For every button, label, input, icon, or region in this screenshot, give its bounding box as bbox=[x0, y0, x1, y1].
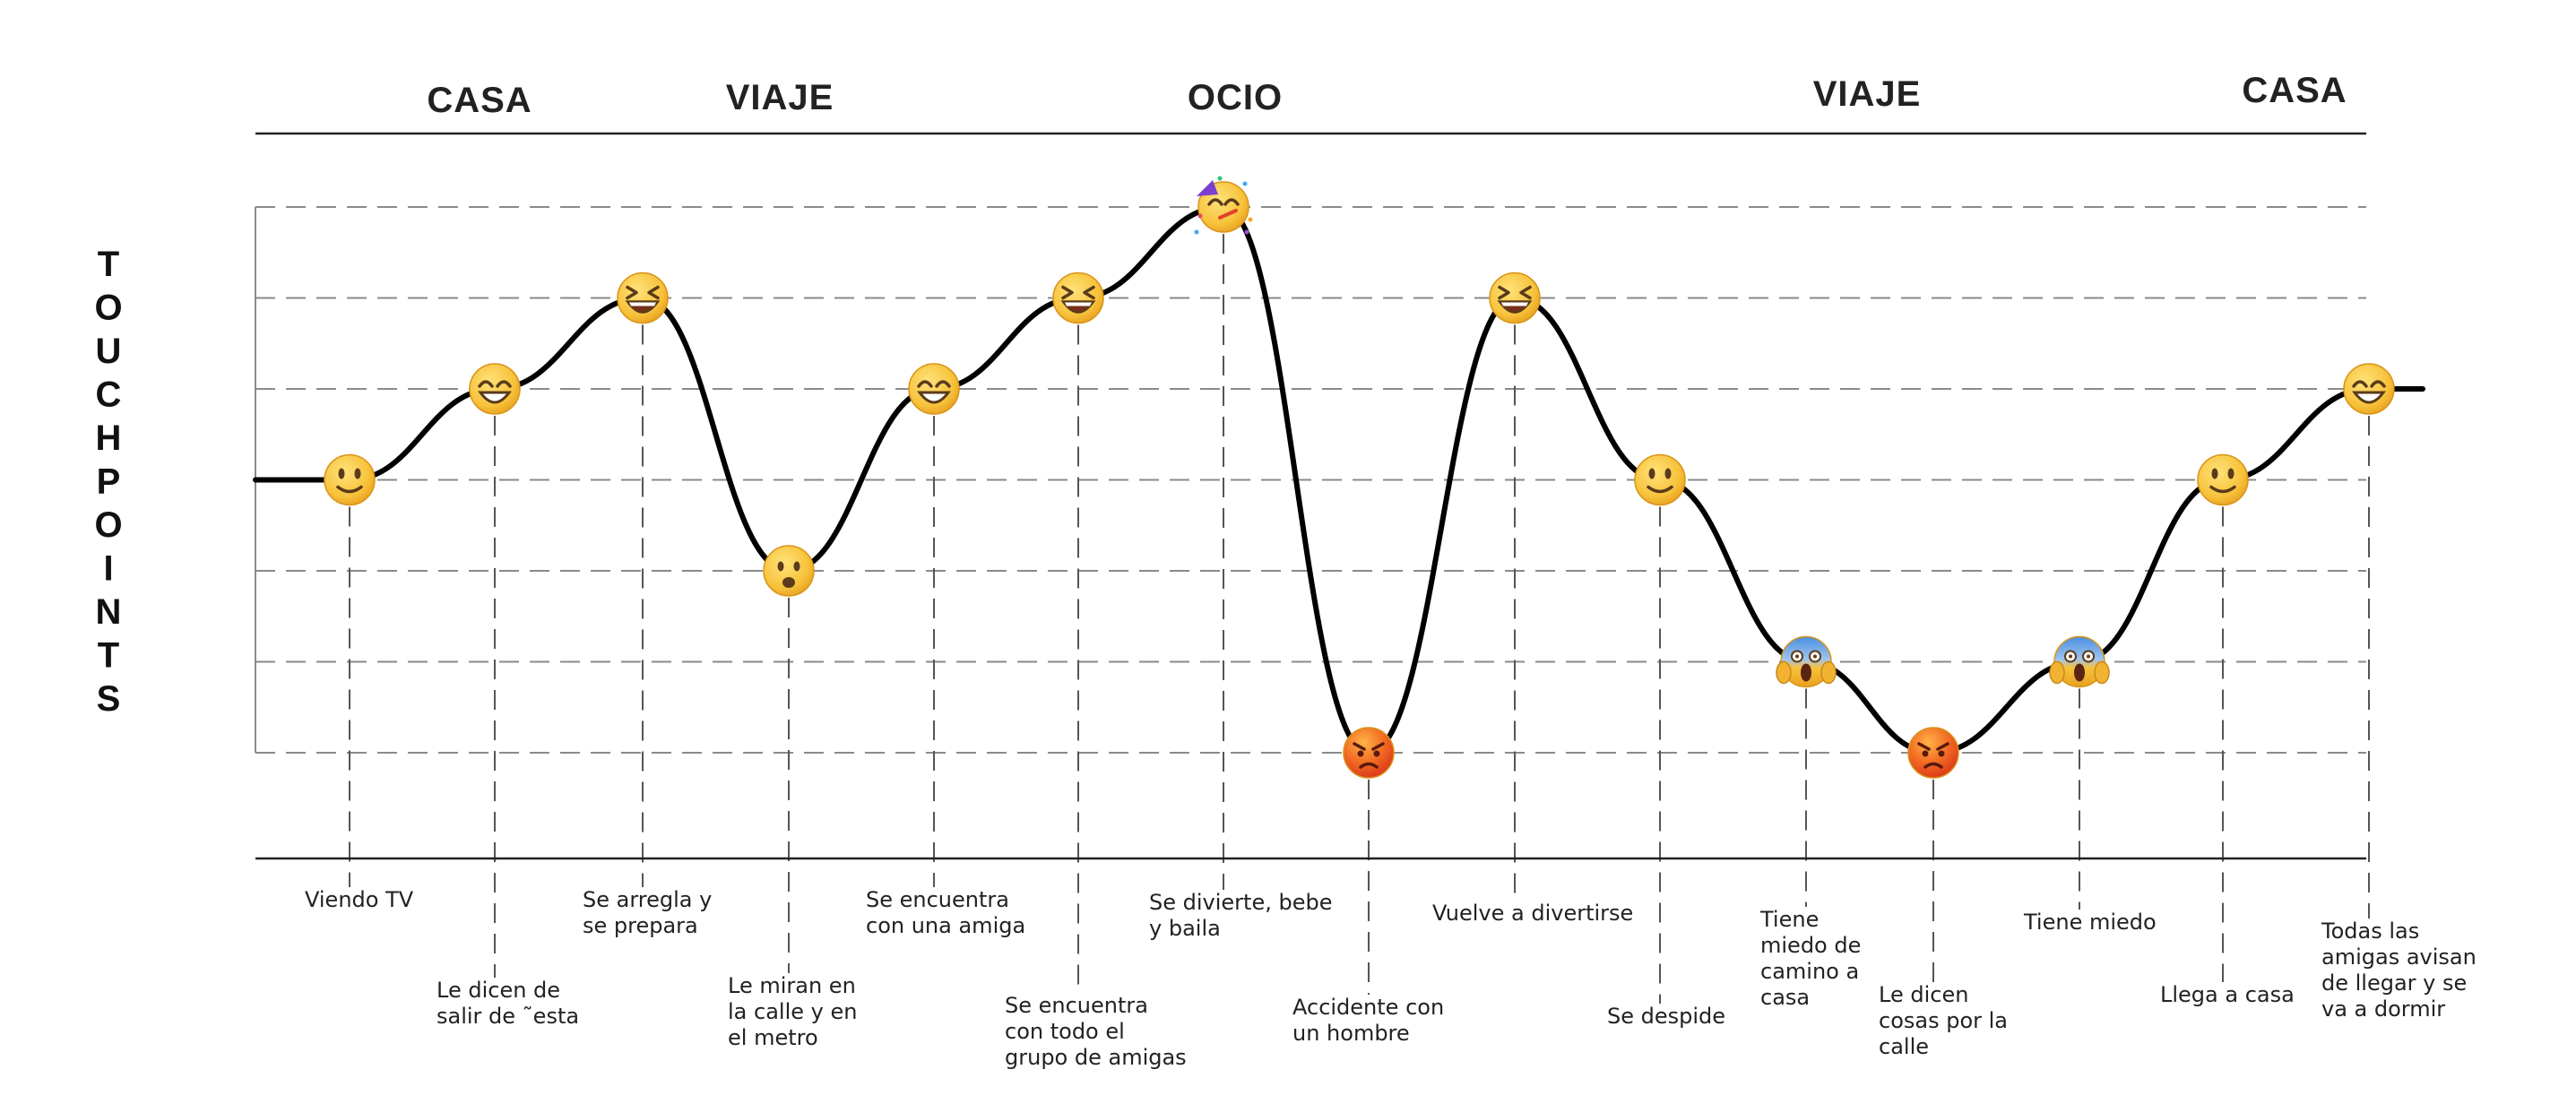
touchpoint-label: el metro bbox=[728, 1025, 818, 1050]
touchpoint-label: Se encuentra bbox=[866, 887, 1009, 912]
touchpoint-label: Le dicen de bbox=[437, 978, 560, 1003]
touchpoint-label: casa bbox=[1760, 985, 1810, 1010]
screaming-face-icon bbox=[2049, 635, 2110, 688]
touchpoint-label: Le dicen bbox=[1879, 982, 1968, 1007]
touchpoint-label: camino a bbox=[1760, 959, 1859, 984]
phase-label: VIAJE bbox=[726, 78, 834, 117]
touchpoint-label: Vuelve a divertirse bbox=[1432, 901, 1633, 926]
side-title-letter: P bbox=[97, 462, 121, 502]
touchpoint-label: grupo de amigas bbox=[1005, 1045, 1187, 1070]
slightly-smiling-face-icon bbox=[2197, 453, 2249, 506]
touchpoint-label: amigas avisan bbox=[2321, 944, 2477, 970]
partying-face-icon bbox=[1194, 176, 1253, 235]
touchpoint-label: Tiene bbox=[1759, 907, 1819, 932]
side-title-letter: H bbox=[96, 418, 122, 458]
touchpoint-label: Viendo TV bbox=[305, 887, 414, 912]
phase-label: CASA bbox=[2242, 71, 2347, 110]
side-title-letter: O bbox=[94, 505, 122, 545]
touchpoint-label: Todas las bbox=[2321, 919, 2419, 944]
touchpoint-label: miedo de bbox=[1760, 933, 1861, 958]
slightly-smiling-face-icon bbox=[1634, 453, 1686, 506]
laughing-face-icon bbox=[1489, 272, 1541, 324]
angry-face-icon bbox=[1343, 727, 1395, 779]
touchpoint-label: Tiene miedo bbox=[2023, 910, 2157, 935]
grinning-face-icon bbox=[908, 363, 960, 415]
side-title-letter: I bbox=[103, 549, 113, 589]
touchpoint-label: Se despide bbox=[1607, 1004, 1725, 1029]
chart-grid bbox=[255, 206, 2366, 754]
laughing-face-icon bbox=[617, 272, 669, 324]
drop-lines bbox=[349, 234, 2370, 1004]
touchpoint-label: con todo el bbox=[1005, 1019, 1125, 1044]
side-title-letter: T bbox=[98, 636, 119, 676]
touchpoint-label: un hombre bbox=[1292, 1021, 1410, 1046]
touchpoint-label: salir de ˜esta bbox=[437, 1004, 579, 1029]
touchpoint-label: va a dormir bbox=[2321, 996, 2445, 1022]
grinning-face-icon bbox=[469, 363, 521, 415]
side-title-letter: S bbox=[97, 679, 121, 719]
phase-header: CASA VIAJE OCIO VIAJE CASA bbox=[255, 71, 2366, 135]
touchpoint-label: Le miran en bbox=[728, 973, 856, 998]
side-title-letter: U bbox=[96, 332, 122, 371]
touchpoint-label: Se encuentra bbox=[1005, 993, 1148, 1018]
frowning-face-icon bbox=[763, 545, 815, 597]
touchpoint-label: se prepara bbox=[583, 913, 698, 938]
screaming-face-icon bbox=[1776, 635, 1837, 688]
slightly-smiling-face-icon bbox=[324, 453, 376, 506]
phase-label: CASA bbox=[427, 81, 532, 120]
grinning-face-icon bbox=[2343, 363, 2395, 415]
touchpoint-label: Se divierte, bebe bbox=[1149, 890, 1332, 915]
side-title-letter: C bbox=[96, 375, 122, 415]
side-title-letter: T bbox=[98, 245, 119, 284]
phase-label: VIAJE bbox=[1813, 74, 1922, 114]
angry-face-icon bbox=[1907, 727, 1959, 779]
touchpoint-label: Accidente con bbox=[1292, 995, 1444, 1020]
touchpoint-label: la calle y en bbox=[728, 999, 857, 1024]
touchpoint-label: calle bbox=[1879, 1034, 1929, 1059]
emotion-markers bbox=[324, 176, 2395, 779]
side-title-letter: O bbox=[94, 289, 122, 328]
touchpoint-label: Llega a casa bbox=[2160, 982, 2295, 1007]
touchpoint-label: Se arregla y bbox=[583, 887, 712, 912]
side-title-letter: N bbox=[96, 592, 122, 632]
touchpoint-label: de llegar y se bbox=[2321, 970, 2467, 996]
laughing-face-icon bbox=[1052, 272, 1104, 324]
phase-label: OCIO bbox=[1188, 78, 1283, 117]
touchpoint-label: con una amiga bbox=[866, 913, 1025, 938]
touchpoint-label: y baila bbox=[1149, 916, 1221, 941]
touchpoint-label: cosas por la bbox=[1879, 1008, 2008, 1033]
